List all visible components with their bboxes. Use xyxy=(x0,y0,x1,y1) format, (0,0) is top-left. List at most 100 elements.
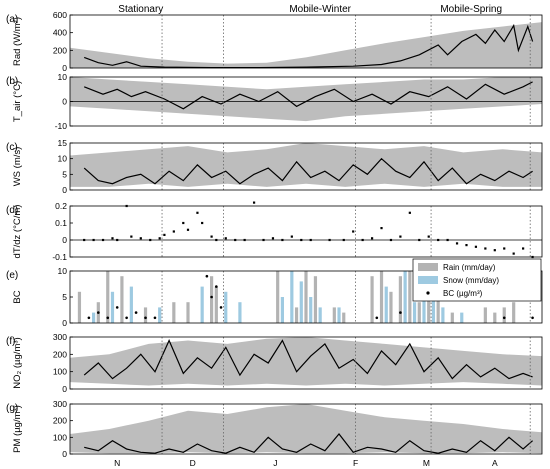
rain-bar xyxy=(502,307,506,323)
rain-bar xyxy=(493,312,497,323)
y-axis-label: dT/dz (°C/m) xyxy=(12,205,23,259)
y-tick-label: 200 xyxy=(53,45,67,55)
scatter-point xyxy=(418,238,421,242)
snow-bar xyxy=(200,286,204,323)
bc-point xyxy=(215,285,218,288)
scatter-point xyxy=(252,201,256,204)
legend-snow-swatch xyxy=(418,276,438,284)
scatter-point xyxy=(399,235,402,238)
bc-point xyxy=(125,316,128,320)
y-tick-label: 200 xyxy=(53,416,67,426)
panel-label: (e) xyxy=(6,270,18,281)
rain-bar xyxy=(210,276,214,323)
y-tick-label: 0 xyxy=(62,97,67,107)
bc-point xyxy=(97,311,100,314)
scatter-point xyxy=(512,252,515,255)
legend-rain-label: Rain (mm/day) xyxy=(443,263,496,272)
rain-bar xyxy=(172,302,176,323)
rain-bar xyxy=(77,291,82,323)
scatter-point xyxy=(290,235,293,238)
period-label: Mobile-Spring xyxy=(440,4,502,15)
bc-point xyxy=(115,306,119,309)
bc-point xyxy=(531,316,534,320)
scatter-point xyxy=(427,235,430,238)
range-band xyxy=(70,77,542,122)
scatter-point xyxy=(361,238,364,242)
scatter-point xyxy=(201,221,204,225)
rain-bar xyxy=(214,286,218,323)
panel-1: 0 200 400 600 Rad (W/m²)(a) xyxy=(6,10,543,73)
series-line xyxy=(84,433,533,454)
snow-bar xyxy=(92,312,96,323)
y-tick-label: 300 xyxy=(53,332,67,342)
snow-bar xyxy=(280,297,284,323)
month-label: J xyxy=(273,458,277,468)
scatter-point xyxy=(484,247,487,250)
bc-point xyxy=(87,316,91,320)
y-tick-label: -0.1 xyxy=(52,252,67,262)
rain-bar xyxy=(379,271,384,323)
scatter-point xyxy=(196,211,199,214)
snow-bar xyxy=(422,297,426,323)
y-tick-label: 0 xyxy=(62,235,67,245)
scatter-point xyxy=(465,244,468,247)
snow-bar xyxy=(431,291,436,323)
scatter-point xyxy=(234,238,237,242)
rain-bar xyxy=(186,302,190,323)
scatter-point xyxy=(522,247,525,250)
snow-bar xyxy=(309,297,313,323)
snow-bar xyxy=(158,307,162,323)
series-line xyxy=(83,23,534,69)
rain-bar xyxy=(342,312,346,323)
scatter-point xyxy=(210,235,213,238)
panel-2: -10 0 10 T_air (°C)(b) xyxy=(6,72,543,131)
scatter-point xyxy=(352,230,355,233)
scatter-point xyxy=(163,233,166,236)
period-label: Mobile-Winter xyxy=(289,4,351,15)
month-label: A xyxy=(492,458,498,468)
scatter-point xyxy=(186,228,190,231)
y-axis-label: BC xyxy=(12,290,23,303)
scatter-point xyxy=(172,230,175,233)
snow-bar xyxy=(441,307,445,323)
y-tick-label: 300 xyxy=(53,399,67,409)
y-tick-label: 15 xyxy=(58,138,68,148)
month-label: F xyxy=(353,458,358,468)
panel-3: 0 5 10 15 WS (m/s)(c) xyxy=(6,138,543,195)
y-tick-label: 100 xyxy=(53,432,67,442)
bc-point xyxy=(210,295,213,299)
scatter-point xyxy=(111,237,114,240)
panel-label: (f) xyxy=(6,336,15,347)
snow-bar xyxy=(403,271,407,323)
snow-bar xyxy=(460,312,464,323)
legend-bc-marker xyxy=(426,291,430,295)
rain-bar xyxy=(106,271,110,323)
panel-7: 0 100 200 300 PM (µg/m³)(g) xyxy=(6,399,543,459)
y-axis-label: Rad (W/m²) xyxy=(12,17,23,66)
rain-bar xyxy=(512,302,516,323)
axes-frame xyxy=(69,336,543,390)
scatter-point xyxy=(342,238,345,242)
scatter-point xyxy=(455,242,459,245)
snow-bar xyxy=(238,302,242,323)
rain-bar xyxy=(389,291,393,323)
scatter-point xyxy=(139,237,142,240)
rain-bar xyxy=(120,276,124,323)
panel-label: (c) xyxy=(6,142,18,153)
scatter-point xyxy=(224,237,227,240)
scatter-point xyxy=(300,238,303,242)
month-label: N xyxy=(114,458,120,468)
bc-point xyxy=(502,316,506,320)
snow-bar xyxy=(224,291,228,323)
scatter-point xyxy=(389,238,393,242)
scatter-point xyxy=(101,238,105,242)
snow-bar xyxy=(412,302,417,323)
rain-bar xyxy=(370,276,374,323)
panel-label: (a) xyxy=(6,14,18,25)
y-axis-label: T_air (°C) xyxy=(12,81,23,122)
snow-bar xyxy=(129,286,133,323)
y-tick-label: 0 xyxy=(62,384,67,394)
scatter-point xyxy=(271,237,275,240)
axes-frame xyxy=(69,205,543,258)
